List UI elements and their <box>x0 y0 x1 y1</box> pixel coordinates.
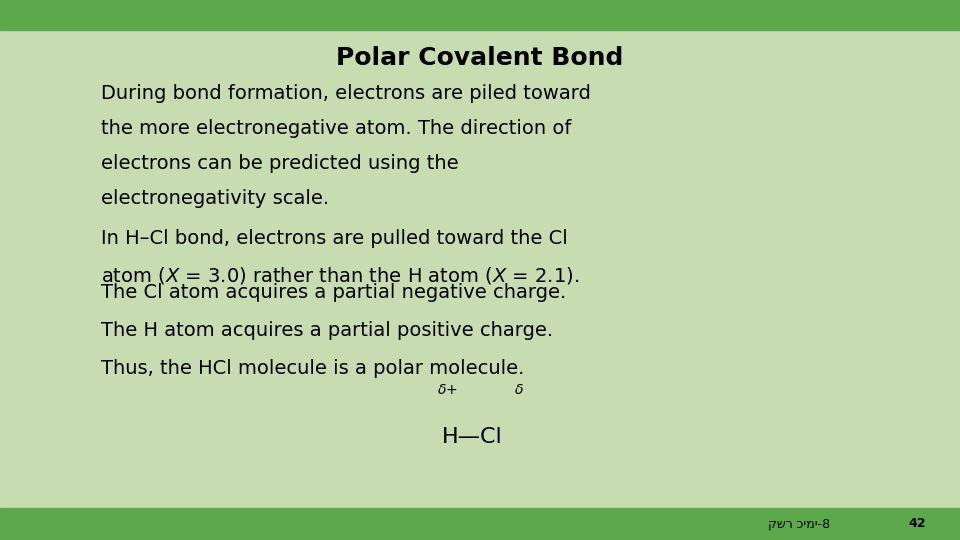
Text: atom ($\mathit{X}$ = 3.0) rather than the H atom ($\mathit{X}$ = 2.1).: atom ($\mathit{X}$ = 3.0) rather than th… <box>101 265 579 286</box>
Text: electronegativity scale.: electronegativity scale. <box>101 189 329 208</box>
Text: the more electronegative atom. The direction of: the more electronegative atom. The direc… <box>101 119 571 138</box>
Text: During bond formation, electrons are piled toward: During bond formation, electrons are pil… <box>101 84 590 103</box>
Text: Thus, the HCl molecule is a polar molecule.: Thus, the HCl molecule is a polar molecu… <box>101 359 524 378</box>
Text: Polar Covalent Bond: Polar Covalent Bond <box>336 46 624 70</box>
Text: 42: 42 <box>908 517 925 530</box>
Text: In H–Cl bond, electrons are pulled toward the Cl: In H–Cl bond, electrons are pulled towar… <box>101 230 567 248</box>
Text: $\delta$: $\delta$ <box>514 383 523 397</box>
Text: electrons can be predicted using the: electrons can be predicted using the <box>101 154 459 173</box>
Text: קשר כימי-8: קשר כימי-8 <box>768 517 830 530</box>
Text: The H atom acquires a partial positive charge.: The H atom acquires a partial positive c… <box>101 321 553 340</box>
Bar <box>0 508 960 540</box>
Bar <box>0 0 960 30</box>
Text: The Cl atom acquires a partial negative charge.: The Cl atom acquires a partial negative … <box>101 284 566 302</box>
Text: $\delta$+: $\delta$+ <box>437 383 458 397</box>
Text: H—Cl: H—Cl <box>442 427 502 447</box>
